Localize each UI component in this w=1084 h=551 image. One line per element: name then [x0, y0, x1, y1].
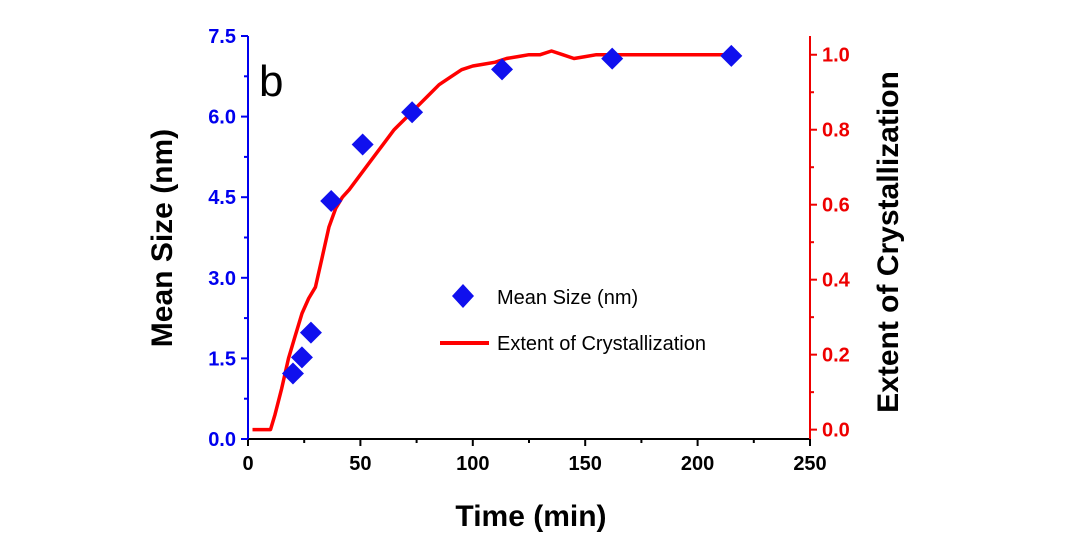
- crystallization-line: [252, 49, 732, 432]
- y-left-tick-label: 6.0: [208, 107, 236, 129]
- mean-size-point: [281, 362, 304, 385]
- legend-scatter-label: Mean Size (nm): [497, 287, 638, 309]
- y-right-tick-label: 0.0: [822, 420, 850, 442]
- legend-line-label: Extent of Crystallization: [497, 333, 706, 355]
- x-tick-label: 150: [569, 453, 602, 475]
- legend-scatter-marker: [452, 284, 474, 308]
- mean-size-point: [351, 133, 374, 156]
- x-tick-label: 250: [793, 453, 826, 475]
- x-tick-label: 0: [242, 453, 253, 475]
- legend: Mean Size (nm) Extent of Crystallization: [440, 284, 706, 355]
- y-right-tick-label: 0.4: [822, 270, 851, 292]
- y-left-tick-label: 4.5: [208, 187, 236, 209]
- mean-size-point: [299, 321, 322, 344]
- y-right-tick-label: 1.0: [822, 45, 850, 67]
- y-right-axis-title: Extent of Crystallization: [872, 71, 905, 413]
- y-left-tick-label: 3.0: [208, 268, 236, 290]
- panel-label: b: [259, 57, 283, 106]
- y-left-tick-label: 0.0: [208, 429, 236, 451]
- mean-size-point: [601, 47, 624, 70]
- mean-size-point: [720, 44, 743, 67]
- plot-lines: [247, 36, 811, 440]
- x-axis-title: Time (min): [455, 500, 606, 533]
- x-tick-label: 200: [681, 453, 714, 475]
- y-left-axis-title: Mean Size (nm): [146, 129, 179, 347]
- y-right-tick-label: 0.8: [822, 120, 850, 142]
- axis-ticks: 0 50 100 150 200 250 0.0 1.5 3.0 4.5 6.0 7.5 0.0 0.2 0…: [208, 26, 850, 475]
- x-tick-label: 50: [349, 453, 371, 475]
- mean-size-point: [491, 58, 514, 81]
- x-tick-label: 100: [456, 453, 489, 475]
- y-left-tick-label: 1.5: [208, 348, 236, 370]
- mean-size-point: [401, 101, 424, 124]
- series-layer: [252, 44, 743, 432]
- y-right-tick-label: 0.2: [822, 345, 850, 367]
- y-left-tick-label: 7.5: [208, 26, 236, 48]
- y-right-tick-label: 0.6: [822, 195, 850, 217]
- mean-size-point: [320, 189, 343, 212]
- mean-size-point: [290, 346, 313, 369]
